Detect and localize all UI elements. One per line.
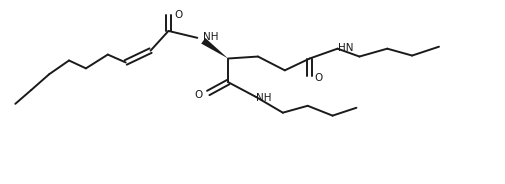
Text: O: O [194,90,203,100]
Text: O: O [315,73,323,83]
Text: HN: HN [337,43,353,53]
Text: O: O [174,10,183,20]
Text: NH: NH [256,93,272,103]
Polygon shape [201,38,228,59]
Text: NH: NH [204,32,219,42]
